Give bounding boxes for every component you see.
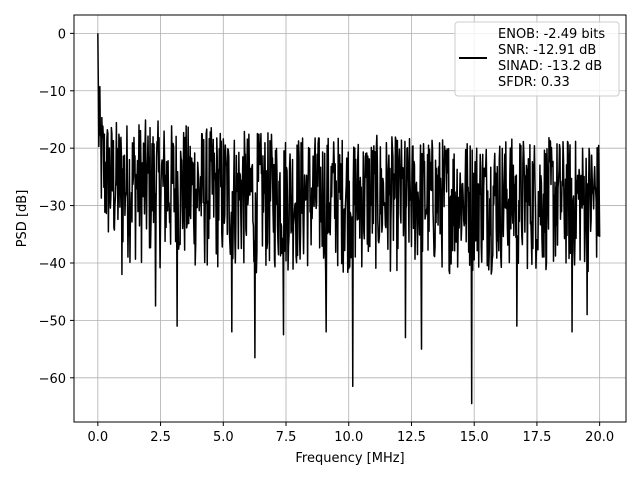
y-tick-label: −40 [39, 257, 66, 272]
y-tick-label: −60 [39, 372, 66, 387]
y-tick-label: −20 [39, 142, 66, 157]
series-layer [97, 33, 601, 405]
y-axis-label: PSD [dB] [15, 190, 30, 248]
x-axis-label: Frequency [MHz] [295, 451, 404, 466]
x-tick-label: 20.0 [585, 430, 614, 445]
psd-series-line [97, 33, 601, 405]
legend-label-line: SINAD: -13.2 dB [498, 59, 602, 74]
legend: ENOB: -2.49 bits SNR: -12.91 dB SINAD: -13… [454, 21, 620, 97]
x-tick-label: 0.0 [87, 430, 108, 445]
y-tick-label: 0 [58, 27, 66, 42]
x-tick-label: 2.5 [150, 430, 171, 445]
x-tick-label: 15.0 [460, 430, 489, 445]
legend-box [454, 21, 620, 97]
legend-label-line: SNR: -12.91 dB [498, 43, 596, 58]
x-tick-label: 10.0 [334, 430, 363, 445]
y-axis: 0 −10 −20 −30 −40 −50 −60 [39, 27, 74, 387]
plot-frame [73, 14, 627, 423]
legend-label-line: SFDR: 0.33 [498, 75, 570, 90]
x-tick-label: 17.5 [522, 430, 551, 445]
x-tick-label: 7.5 [276, 430, 297, 445]
x-tick-label: 12.5 [397, 430, 426, 445]
y-tick-label: −50 [39, 314, 66, 329]
x-axis: 0.0 2.5 5.0 7.5 10.0 12.5 15.0 17.5 20.0 [87, 422, 614, 445]
legend-label-line: ENOB: -2.49 bits [498, 27, 605, 42]
y-tick-label: −30 [39, 200, 66, 215]
x-tick-label: 5.0 [213, 430, 234, 445]
y-tick-label: −10 [39, 85, 66, 100]
legend-label: ENOB: -2.49 bits SNR: -12.91 dB SINAD: -13… [498, 27, 605, 90]
